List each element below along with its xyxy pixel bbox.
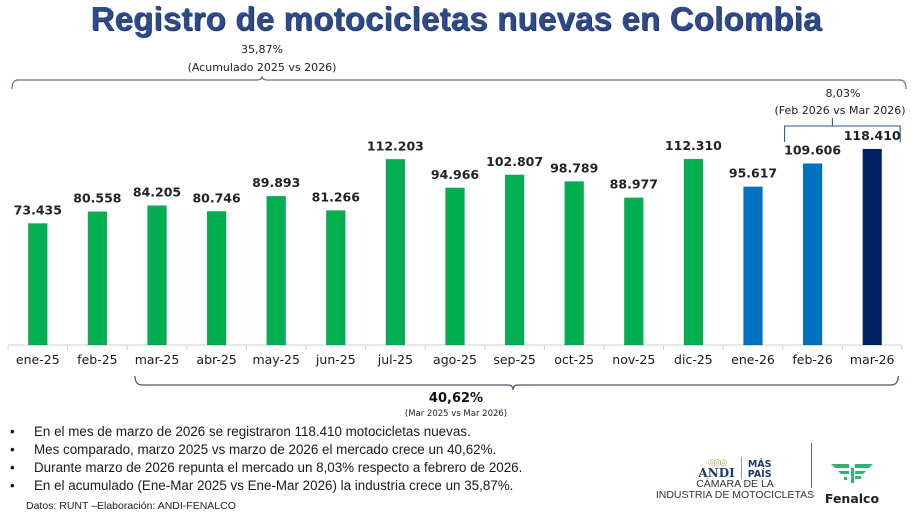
x-tick-label: jul-25 [377,352,413,367]
brace-accumulated [11,75,907,90]
data-label: 84.205 [133,185,181,200]
brace-yoy [134,375,899,391]
bar-sep-25 [504,174,525,346]
annotation-value-monthly: 8,03% [826,87,861,100]
bar-feb-25 [87,211,108,346]
data-label: 95.617 [729,166,777,181]
x-tick-label: oct-25 [554,352,594,367]
data-label: 80.558 [73,191,121,206]
annotation-caption-yoy: (Mar 2025 vs Mar 2026) [405,409,507,419]
bar-ago-25 [445,187,465,346]
x-tick-label: feb-26 [792,352,832,367]
data-label: 112.203 [367,138,424,153]
data-label: 88.977 [610,177,658,192]
logo-divider [811,443,812,488]
data-label: 80.746 [192,190,241,205]
data-label: 89.893 [252,175,300,190]
summary-bullets: • En el mes de marzo de 2026 se registrar… [6,423,522,495]
data-label: 118.410 [844,128,901,143]
data-label: 109.606 [784,143,841,158]
annotation-value-yoy: 40,62% [429,391,483,406]
bar-jun-25 [325,210,346,346]
x-tick-label: feb-25 [77,352,117,367]
bullet-item: • En el acumulado (Ene-Mar 2025 vs Ene-Ma… [10,478,514,493]
x-tick-label: mar-25 [135,352,180,367]
bar-jul-25 [385,158,406,346]
bullet-item: • Mes comparado, marzo 2025 vs marzo de 2… [10,442,497,457]
bar-nov-25 [623,197,644,346]
bar-mar-26 [862,148,883,346]
x-tick-label: nov-25 [612,352,655,367]
annotation-caption-accumulated: (Acumulado 2025 vs 2026) [188,61,337,74]
data-label: 98.789 [550,160,598,175]
bar-oct-25 [564,181,585,346]
andi-logo: ◎◎◎ ANDI MÁS PAÍS CÁMARA DE LA INDUSTRIA… [655,457,815,501]
bracket-monthly [784,125,901,142]
bar-chart: 73.435 ene-25 80.558 feb-25 84.205 mar-25 80.7… [7,43,907,419]
x-tick-label: ene-25 [16,352,60,367]
annotation-caption-monthly: (Feb 2026 vs Mar 2026) [774,104,905,117]
x-tick-label: sep-25 [493,352,536,367]
x-tick-label: may-25 [252,352,299,367]
x-tick-label: mar-26 [850,352,895,367]
bullet-item: • En el mes de marzo de 2026 se registrar… [10,424,471,439]
x-tick-label: abr-25 [196,352,236,367]
data-label: 94.966 [431,167,480,182]
bar-ene-26 [743,186,763,346]
page-title: Registro de motocicletas nuevas en Colom… [90,0,822,37]
data-label: 112.310 [665,138,722,153]
bullet-item: • Durante marzo de 2026 repunta el mercad… [10,460,523,475]
source-note: Datos: RUNT –Elaboración: ANDI-FENALCO [26,500,236,512]
data-label: 81.266 [312,189,361,204]
fenalco-logo: Fenalco [822,462,882,506]
andi-rings-icon: ◎◎◎ [707,457,728,467]
bar-dic-25 [683,158,704,346]
x-tick-label: ago-25 [433,352,477,367]
bar-ene-25 [27,223,48,346]
data-label: 102.807 [486,154,543,169]
x-tick-label: jun-25 [315,352,356,367]
data-label: 73.435 [14,202,62,217]
bar-abr-25 [206,211,227,346]
bar-may-25 [266,195,287,346]
x-tick-label: dic-25 [674,352,713,367]
fenalco-wings-icon [831,464,873,483]
x-tick-label: ene-26 [731,352,775,367]
bar-feb-26 [802,163,823,346]
annotation-value-accumulated: 35,87% [241,43,283,56]
bar-mar-25 [147,205,167,346]
